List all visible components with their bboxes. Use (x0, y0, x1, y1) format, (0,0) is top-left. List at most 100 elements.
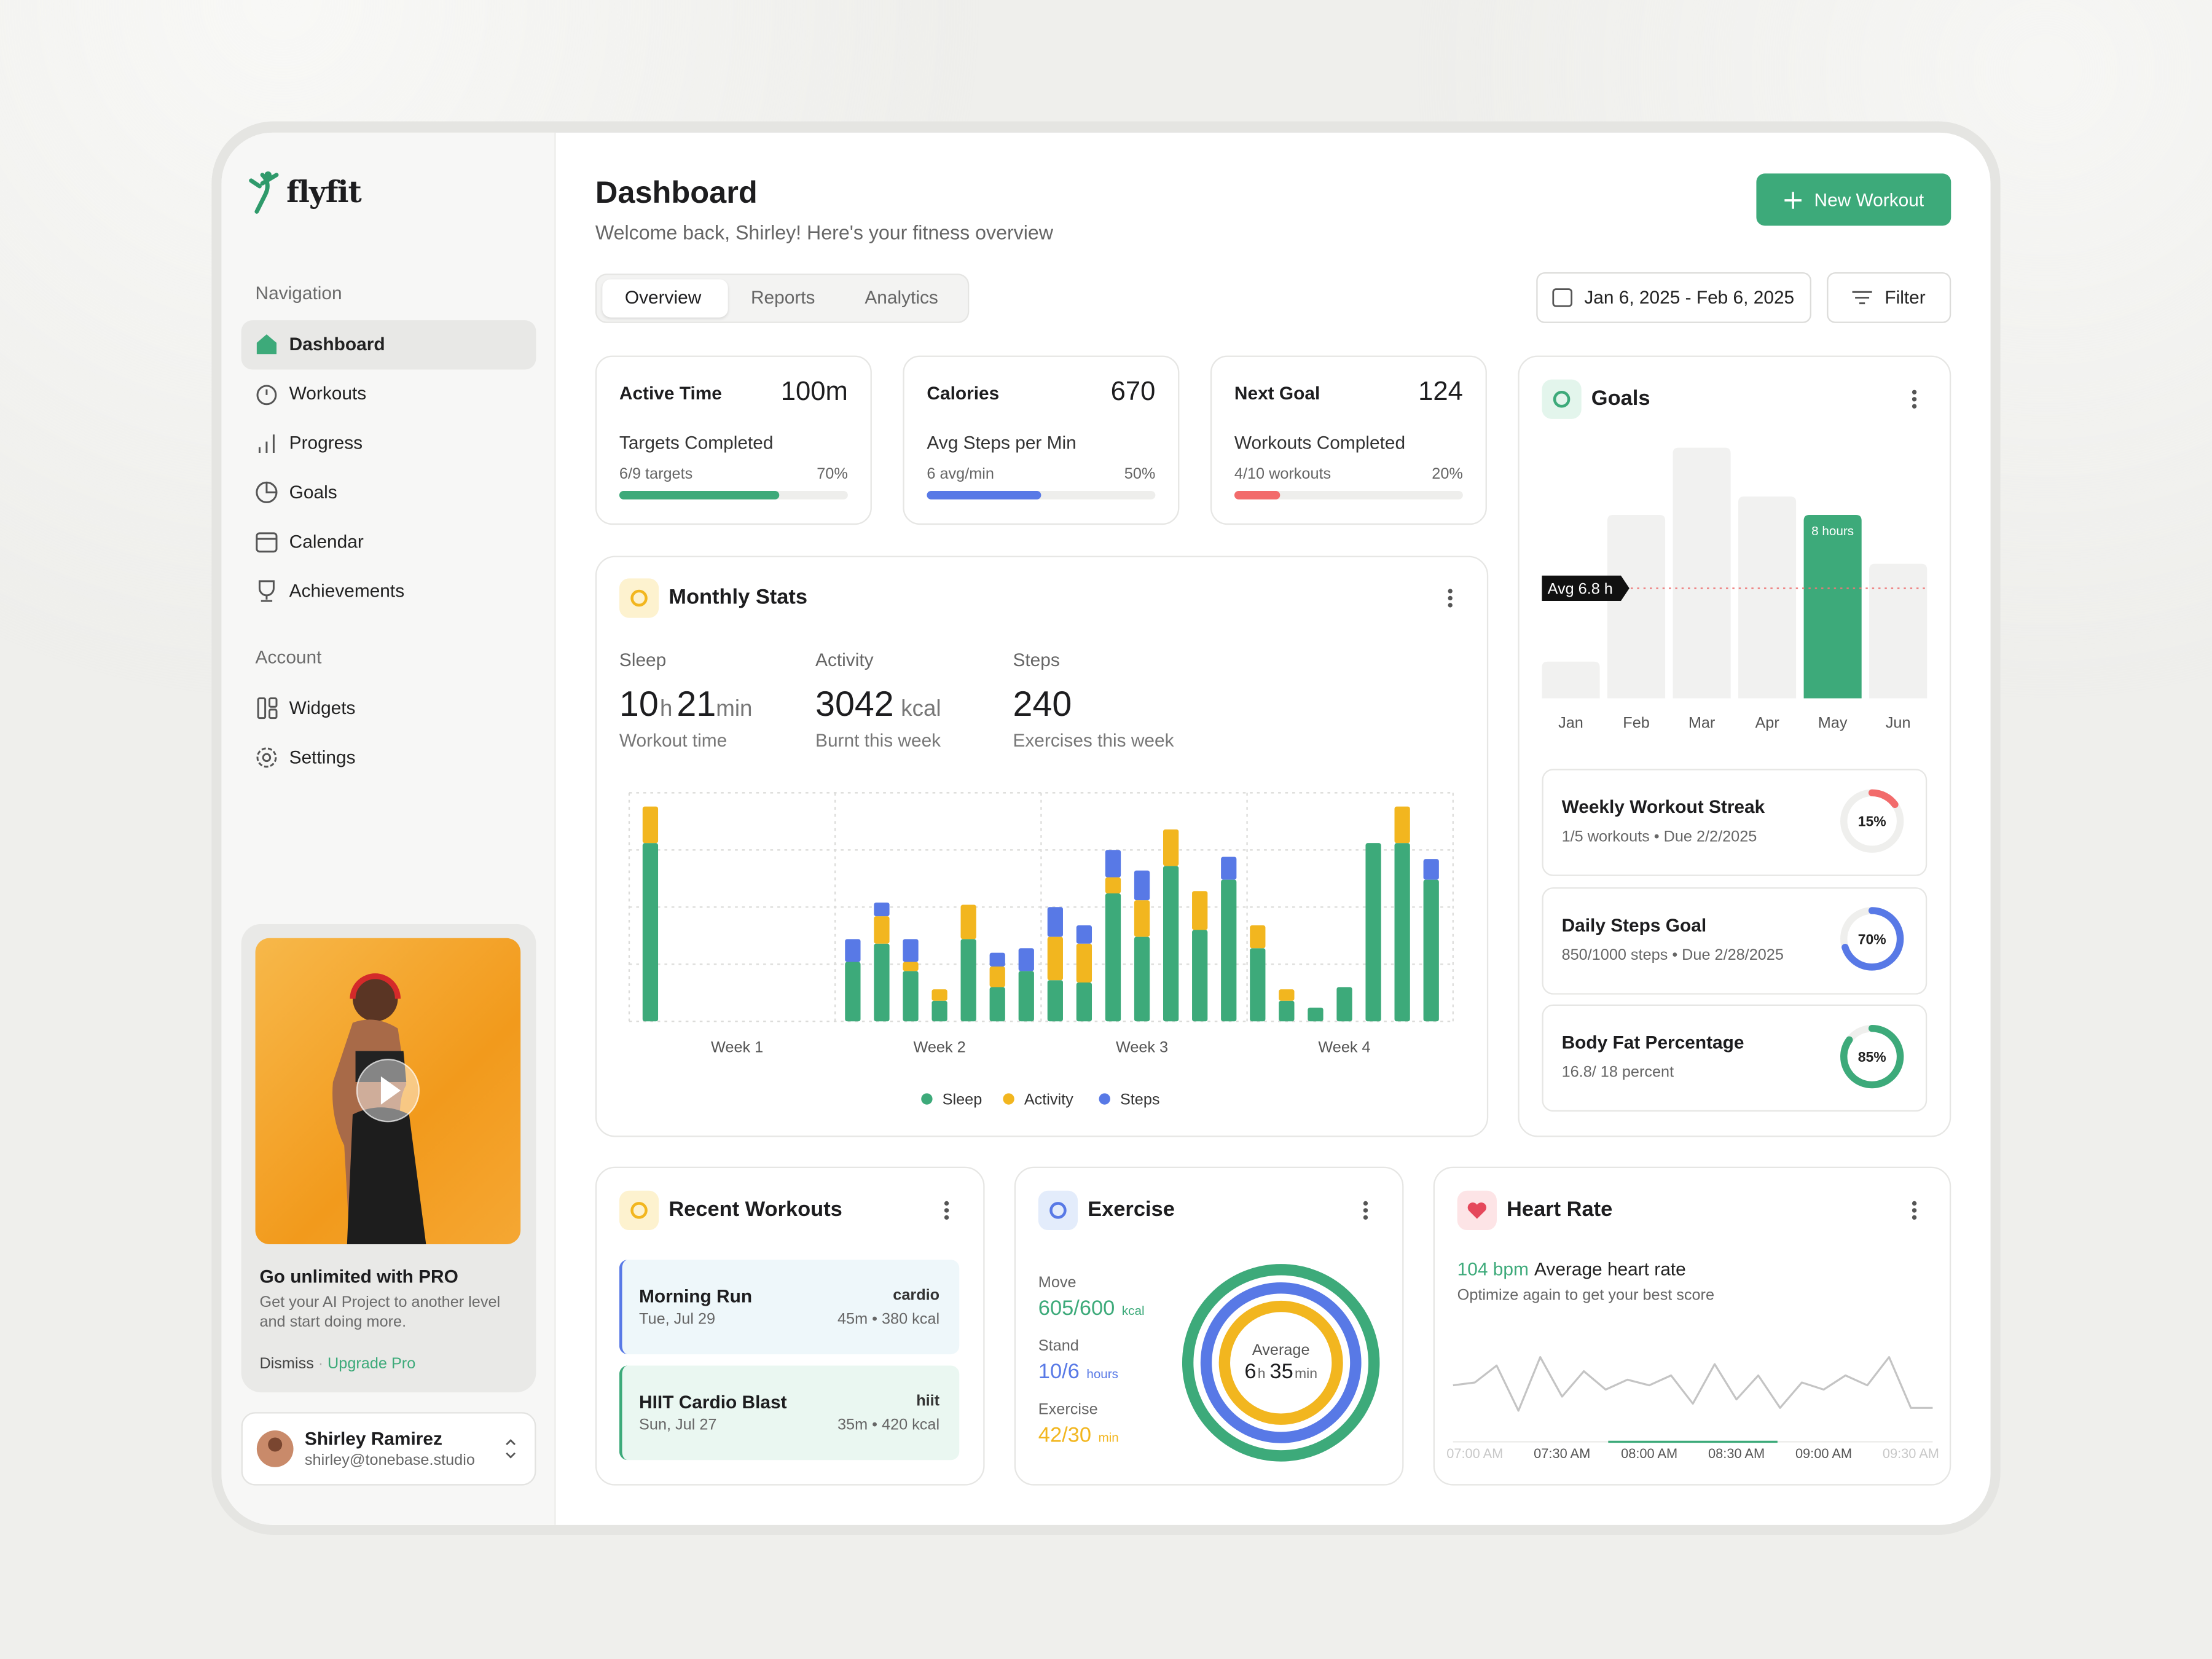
menu-dot (944, 1215, 949, 1220)
goal-percent: 85% (1858, 1049, 1886, 1065)
nav-icon (265, 482, 277, 493)
nav-item[interactable]: Settings (289, 747, 356, 768)
nav-item[interactable]: Achievements (289, 580, 405, 602)
photo-headphones (350, 973, 401, 999)
bar-segment (1134, 870, 1150, 901)
menu-dot (1912, 404, 1917, 409)
x-tick-label: Week 1 (711, 1039, 763, 1056)
goal-bar (1542, 661, 1600, 699)
bar-segment (1250, 948, 1266, 1022)
separator: · (318, 1355, 324, 1373)
ring-value: 42/30 min (1038, 1425, 1119, 1448)
nav-item[interactable]: Dashboard (289, 333, 385, 355)
exercise-card (1014, 1166, 1404, 1486)
average-caption: Average (1252, 1342, 1310, 1359)
nav-icon (256, 532, 278, 553)
filter-button[interactable] (1827, 272, 1951, 323)
promo-text: and start doing more. (259, 1314, 407, 1331)
menu-dot (1448, 595, 1453, 601)
workout-item[interactable] (619, 1260, 960, 1355)
play-icon (380, 1076, 401, 1105)
ring-value-number: 605/600 (1038, 1296, 1115, 1320)
x-tick-label: 09:00 AM (1795, 1446, 1852, 1461)
stat-caption: Exercises this week (1013, 729, 1174, 751)
stat-caption: Workout time (619, 729, 728, 751)
workout-item[interactable] (619, 1365, 960, 1461)
workout-detail: 35m • 420 kcal (837, 1417, 940, 1434)
kpi-card (903, 355, 1180, 525)
x-tick-label: 08:00 AM (1621, 1446, 1677, 1461)
nav-item[interactable]: Progress (289, 432, 363, 453)
plus-icon (1784, 192, 1802, 209)
tab[interactable]: Analytics (865, 286, 938, 308)
bar-segment (1018, 971, 1034, 1022)
bar-segment (1105, 893, 1121, 1022)
bar-segment (903, 962, 919, 971)
bar-segment (874, 902, 890, 917)
logo-head (264, 171, 272, 179)
card-icon-glyph (630, 589, 648, 607)
ring-label: Move (1038, 1274, 1077, 1292)
bar-segment (903, 971, 919, 1022)
nav-item[interactable]: Goals (289, 481, 337, 503)
legend-label: Activity (1024, 1091, 1073, 1108)
workout-detail: 45m • 380 kcal (837, 1311, 940, 1328)
x-tick-label: Feb (1623, 714, 1650, 731)
ring-value: 10/6 hours (1038, 1362, 1118, 1384)
monthly-card (595, 555, 1489, 1137)
value-label: 8 hours (1811, 524, 1854, 538)
x-tick-label: Jun (1886, 714, 1911, 731)
menu-dot (1912, 1201, 1917, 1206)
activity-ring (1182, 1264, 1380, 1462)
legend-swatch (1099, 1093, 1110, 1105)
card-icon-glyph (1553, 390, 1571, 408)
average-unit: min (1295, 1367, 1318, 1382)
brand: flyfit (286, 174, 362, 210)
tab[interactable]: Overview (624, 286, 702, 308)
bar-segment (1192, 891, 1208, 930)
promo-actions: Dismiss · Upgrade Pro (259, 1351, 415, 1374)
menu-dot (944, 1201, 949, 1206)
card-icon-glyph (1049, 1202, 1067, 1219)
nav-item[interactable]: Workouts (289, 382, 367, 404)
average-value: 6 h 35 min (1244, 1362, 1317, 1384)
bar-segment (960, 939, 976, 1022)
nav-item[interactable]: Calendar (289, 530, 364, 552)
average-label: Avg 6.8 h (1548, 580, 1613, 597)
date-picker[interactable] (1536, 272, 1811, 323)
menu-dot (1363, 1208, 1368, 1213)
progress-track (1234, 490, 1463, 500)
bar-segment (1134, 936, 1150, 1022)
user-name: Shirley Ramirez (304, 1427, 442, 1449)
bar-segment (874, 916, 890, 944)
goal-item (1542, 769, 1928, 876)
bar-segment (989, 987, 1005, 1022)
goal-percent: 15% (1858, 814, 1886, 830)
legend-label: Steps (1120, 1091, 1160, 1108)
nav-icon (258, 580, 275, 602)
goal-ring (1840, 789, 1904, 853)
kpi-value: 124 (1418, 377, 1463, 407)
tab[interactable]: Reports (750, 286, 815, 308)
account-heading: Account (255, 646, 322, 668)
nav-item[interactable]: Widgets (289, 697, 356, 719)
bar-segment (1394, 843, 1410, 1022)
goal-item (1542, 1004, 1928, 1112)
bar-segment (1308, 1007, 1324, 1022)
nav-icon (257, 697, 267, 720)
upgrade-link: Upgrade Pro (327, 1355, 416, 1373)
stat-label: Activity (815, 649, 874, 671)
stat-label: Sleep (619, 649, 667, 671)
bar-segment (989, 966, 1005, 987)
ring-unit: hours (1086, 1367, 1119, 1381)
x-tick-label: 08:30 AM (1708, 1446, 1765, 1461)
menu-dot (1448, 589, 1453, 594)
bar-segment (960, 904, 976, 939)
nav-icon (256, 334, 277, 355)
goal-item (1542, 886, 1928, 994)
bar-segment (1279, 989, 1295, 1001)
kpi-card (1210, 355, 1487, 525)
new-workout-label: New Workout (1814, 189, 1924, 211)
